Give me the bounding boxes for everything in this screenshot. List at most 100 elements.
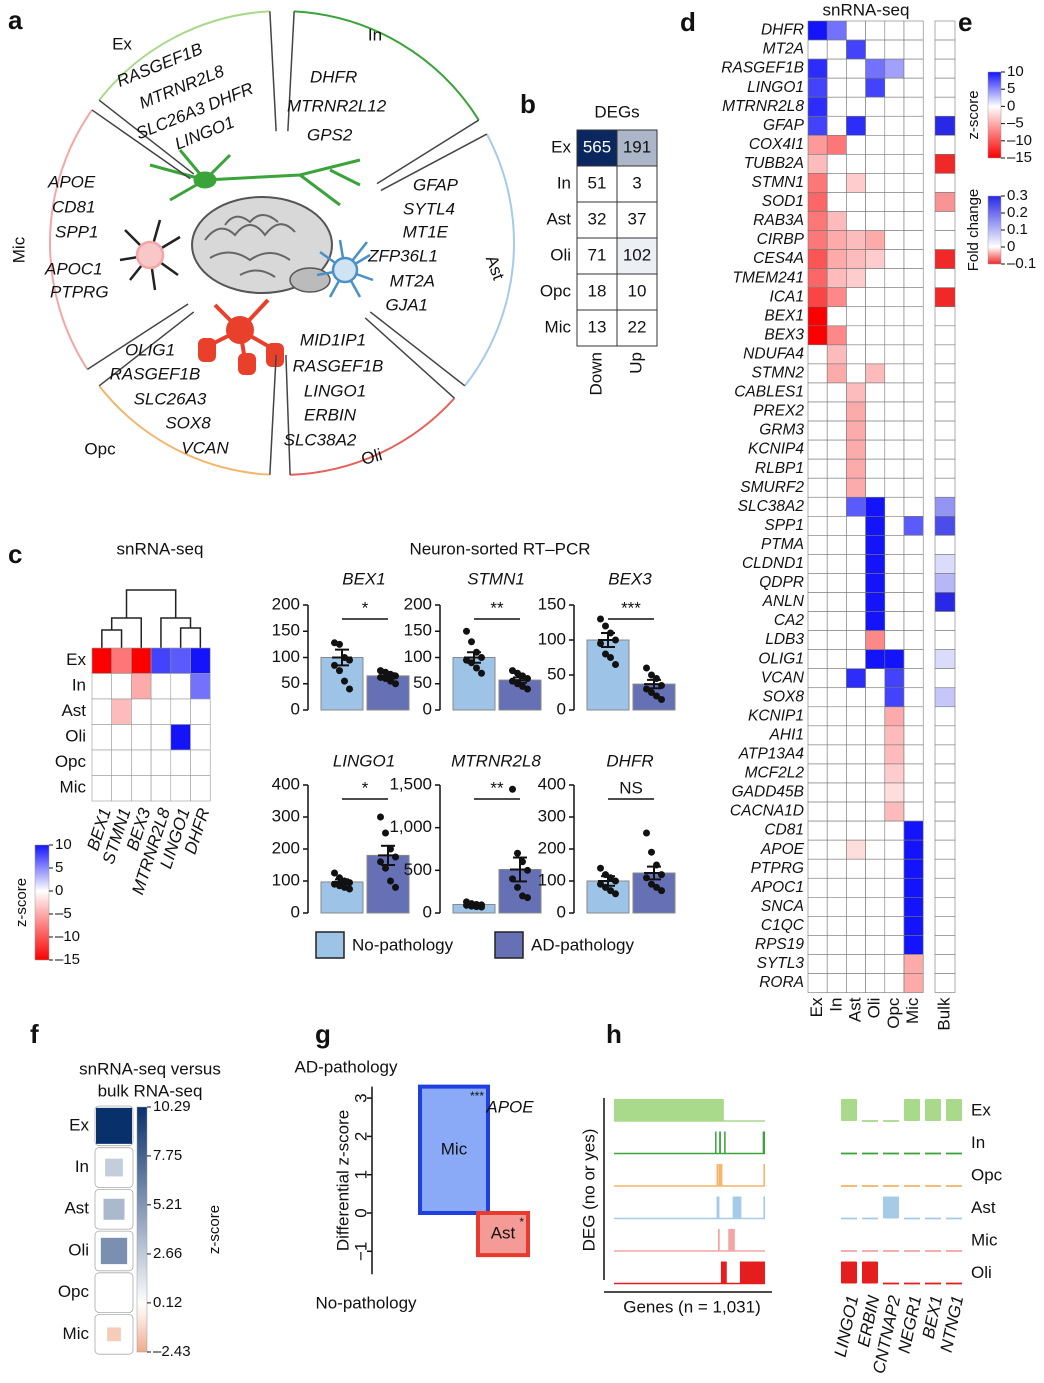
track-label: Oli (971, 1263, 992, 1282)
heatmap-cell (865, 554, 886, 574)
data-point (648, 848, 655, 856)
row-label: AHI1 (769, 726, 804, 743)
heatmap-cell (846, 801, 866, 822)
bulk-cell (934, 135, 956, 155)
table-value: 32 (588, 209, 607, 228)
y-tick-label: 0 (423, 699, 432, 718)
heatmap-cell (884, 839, 905, 860)
data-point (392, 672, 399, 680)
track-label: Opc (971, 1165, 1003, 1184)
heatmap-cell (903, 306, 924, 327)
table-cell (576, 309, 618, 347)
deg-segment (763, 1196, 765, 1219)
heatmap-cell (846, 325, 866, 346)
heatmap-cell (91, 724, 113, 751)
heatmap-cell (884, 535, 905, 555)
colorbar-tick-label: 2.66 (153, 1245, 182, 1262)
heatmap-cell (884, 820, 905, 841)
row-label: RASGEF1B (721, 60, 804, 77)
deg-segment (717, 1229, 720, 1251)
table-value: 13 (588, 317, 607, 336)
y-tick-label: 0 (557, 902, 566, 921)
heatmap-cell (865, 611, 886, 631)
bulk-cell (934, 744, 956, 765)
heatmap-cell (903, 611, 924, 631)
heatmap-cell (807, 782, 828, 803)
heatmap-cell (865, 725, 886, 746)
heatmap-cell (826, 154, 847, 174)
data-point (336, 640, 343, 648)
y-tick-label: 300 (538, 806, 566, 825)
table-cell (616, 273, 658, 311)
table-cell (616, 165, 658, 203)
heatmap-cell (865, 820, 886, 841)
y-tick-label: 500 (404, 860, 432, 879)
colorbar (34, 844, 50, 961)
bulk-cell (934, 554, 956, 574)
row-label: BEX3 (764, 326, 804, 343)
y-tick-label: 3 (351, 1093, 370, 1102)
axis-annotation: No-pathology (315, 1293, 417, 1312)
data-point (392, 680, 399, 688)
colorbar-tick-label: 0.3 (1007, 187, 1028, 204)
table-value: 37 (628, 209, 647, 228)
heatmap-cell (846, 896, 866, 917)
heatmap-cell (826, 954, 847, 974)
row-label: TUBB2A (744, 155, 804, 172)
bulk-cell (934, 58, 956, 79)
y-tick-label: 150 (404, 621, 432, 640)
data-point (597, 640, 604, 647)
data-point (346, 685, 353, 693)
column-label: Mic (903, 997, 922, 1024)
panel-label: c (8, 539, 22, 569)
bulk-cell (934, 154, 956, 174)
heatmap-cell (884, 268, 905, 288)
colorbar-label: Fold change (965, 189, 982, 272)
colorbar-label: z-score (13, 878, 30, 927)
data-point (514, 883, 521, 891)
row-label: CLDND1 (742, 555, 804, 572)
bulk-cell (934, 706, 956, 727)
heatmap-cell (865, 763, 886, 784)
sector-edge (369, 133, 488, 387)
colorbar-tick-label: –15 (1007, 149, 1032, 166)
heatmap-cell (846, 58, 866, 79)
row-label: Opc (58, 1282, 90, 1301)
heatmap-cell (884, 858, 905, 879)
heatmap-cell (826, 725, 847, 746)
heatmap-cell (150, 749, 172, 776)
heatmap-cell (884, 763, 905, 784)
heatmap-cell (807, 744, 828, 765)
bar (476, 1211, 530, 1258)
heatmap-cell (807, 763, 828, 784)
panel-label: f (30, 1019, 39, 1049)
heatmap-cell (903, 154, 924, 174)
heatmap-cell (826, 935, 847, 955)
heatmap-cell (150, 647, 172, 674)
brain-illustration (191, 196, 333, 294)
bar (418, 1084, 490, 1215)
heatmap-cell (807, 477, 828, 498)
heatmap-cell (807, 401, 828, 422)
y-axis-label: Differential z-score (333, 1110, 352, 1251)
heatmap-cell (807, 801, 828, 822)
deg-segment (739, 1261, 765, 1284)
colorbar-tick-label: –10 (1007, 132, 1032, 149)
data-point (524, 685, 531, 693)
heatmap-cell (807, 706, 828, 727)
heatmap-cell (865, 592, 886, 612)
table-value: 191 (623, 137, 651, 156)
heatmap-cell (807, 39, 828, 60)
gene-label: SLC38A2 (284, 430, 357, 449)
data-point (648, 671, 655, 679)
data-point (392, 883, 399, 891)
heatmap-cell (170, 698, 191, 725)
y-axis-label: DEG (no or yes) (579, 1129, 598, 1252)
heatmap-cell (884, 801, 905, 822)
heatmap-cell (807, 839, 828, 860)
heatmap-cell (826, 515, 847, 536)
heatmap-cell (826, 344, 847, 365)
gene-label: MT1E (403, 222, 449, 241)
heatmap-cell (865, 630, 886, 650)
heatmap-cell (865, 649, 886, 670)
